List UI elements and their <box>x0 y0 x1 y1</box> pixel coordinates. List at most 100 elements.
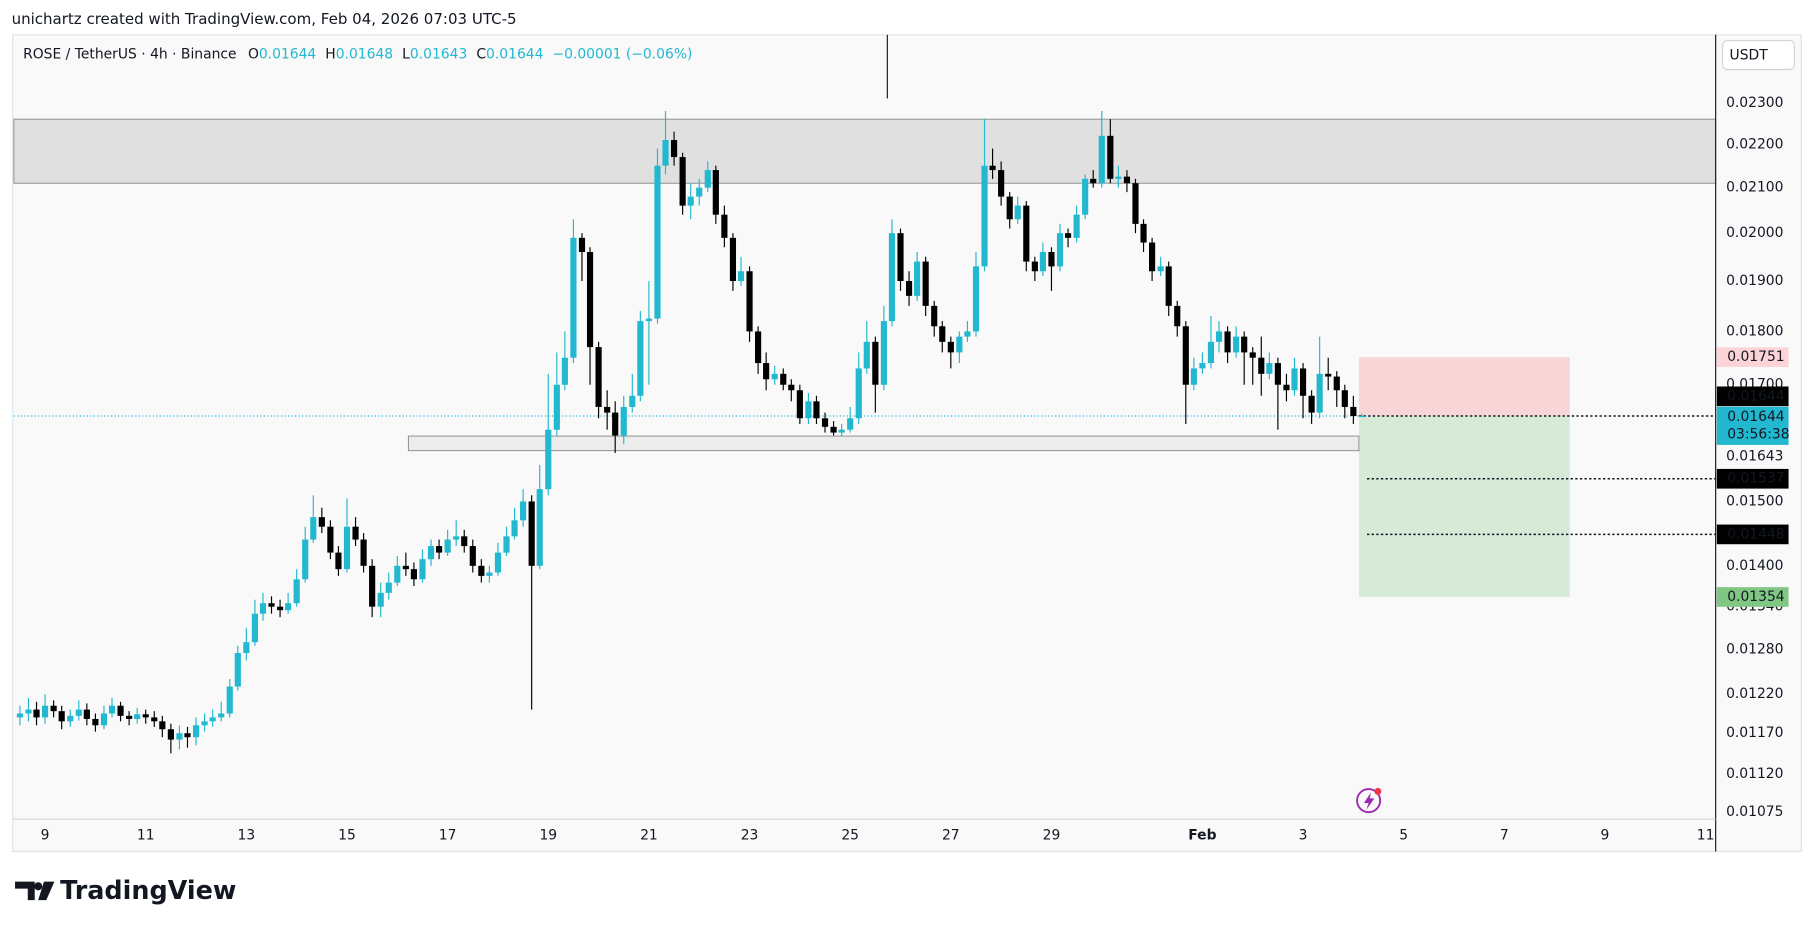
candle-body <box>1199 363 1206 369</box>
candle-body <box>888 233 896 322</box>
candle-body <box>1258 357 1265 374</box>
candle-body <box>947 341 954 353</box>
zone <box>13 118 1717 184</box>
candle-body <box>1107 135 1114 179</box>
candle-body <box>637 321 644 396</box>
candle-body <box>528 501 535 566</box>
legend-change: −0.00001 (−0.06%) <box>552 46 692 62</box>
candle-body <box>830 426 837 433</box>
legend-value: 0.01644 <box>486 46 544 62</box>
candle-body <box>922 261 929 306</box>
candle-body <box>536 489 543 566</box>
candle-body <box>972 266 980 332</box>
candle-body <box>520 501 527 521</box>
candle-body <box>327 526 334 553</box>
candle-body <box>905 281 913 296</box>
x-tick-label: 7 <box>1500 827 1509 843</box>
candle-body <box>176 733 183 740</box>
candle-body <box>1174 305 1181 327</box>
candle-body <box>712 170 719 215</box>
target-badge-label: 0.01537 <box>1727 471 1784 487</box>
candle-body <box>385 582 392 593</box>
candle-body <box>578 237 586 253</box>
last-price-label: 0.01644 <box>1727 409 1785 425</box>
candle-body <box>1249 352 1256 358</box>
candle-body <box>1341 390 1348 407</box>
alert-icon[interactable] <box>1356 787 1382 814</box>
y-tick-label: 0.02300 <box>1726 95 1783 111</box>
candle-body <box>662 140 669 166</box>
candle-body <box>1006 196 1013 220</box>
candle-body <box>134 714 141 719</box>
candle-body <box>159 721 166 730</box>
target-badge-label: 0.01354 <box>1727 589 1785 605</box>
candle-body <box>167 729 174 740</box>
candle-body <box>151 717 158 722</box>
y-tick-label: 0.02100 <box>1726 180 1783 196</box>
candle-body <box>872 341 879 385</box>
candle-body <box>1123 176 1131 184</box>
candle-body <box>67 715 74 722</box>
candle-body <box>629 395 636 407</box>
currency-label[interactable]: USDT <box>1730 48 1769 64</box>
legend-label: O <box>248 46 259 62</box>
candle-body <box>343 526 351 570</box>
candle-body <box>410 569 417 580</box>
candle-body <box>285 603 292 611</box>
candle-body <box>1090 178 1097 184</box>
candle-body <box>377 592 384 607</box>
candle-body <box>1048 252 1055 267</box>
candle-body <box>435 546 443 553</box>
y-tick-label: 0.01220 <box>1726 686 1783 702</box>
candle-body <box>1358 415 1366 418</box>
candle-body <box>863 341 870 369</box>
candle-body <box>234 653 241 687</box>
x-tick-label: Feb <box>1188 827 1216 843</box>
candle-body <box>1325 373 1332 377</box>
alert-dot[interactable] <box>1374 787 1382 795</box>
candle-body <box>503 536 510 553</box>
extra-price-label: 0.01643 <box>1726 448 1783 464</box>
candle-body <box>1333 376 1340 391</box>
candle-body <box>1039 252 1046 272</box>
candle-body <box>813 401 820 419</box>
x-tick-label: 21 <box>640 827 658 843</box>
y-tick-label: 0.01900 <box>1726 273 1783 289</box>
candle-body <box>1190 368 1197 385</box>
candle-body <box>981 165 988 267</box>
candle-body <box>16 713 24 718</box>
candle-body <box>1115 176 1122 179</box>
alert-circle[interactable] <box>1356 788 1382 814</box>
candle-body <box>218 713 225 718</box>
currency-button[interactable] <box>1722 40 1795 71</box>
candle-body <box>1316 373 1323 413</box>
candle-body <box>771 373 778 380</box>
x-tick-label: 3 <box>1299 827 1308 843</box>
candle-body <box>737 271 745 282</box>
target-badge <box>1716 524 1789 545</box>
target-badge-label: 0.01448 <box>1727 526 1784 542</box>
candle-body <box>1350 406 1357 416</box>
candle-body <box>335 552 342 570</box>
candle-body <box>1207 341 1215 364</box>
legend-label: L <box>402 46 410 62</box>
x-tick-label: 5 <box>1399 827 1408 843</box>
candle-body <box>704 170 711 188</box>
candle-body <box>243 642 250 654</box>
candle-body <box>989 165 996 171</box>
x-tick-label: 11 <box>1697 827 1715 843</box>
x-tick-label: 25 <box>841 827 859 843</box>
candle-body <box>746 271 753 332</box>
candle-body <box>117 705 124 716</box>
candle-body <box>545 429 552 490</box>
x-tick-label: 11 <box>137 827 155 843</box>
candle-body <box>310 517 317 540</box>
candle-body <box>998 170 1005 197</box>
alert-bolt[interactable] <box>1363 792 1375 810</box>
candle-body <box>755 331 762 364</box>
x-tick-label: 19 <box>539 827 557 843</box>
symbol: ROSE / TetherUS · 4h · Binance <box>23 46 236 62</box>
candle-body <box>302 539 309 580</box>
target-badge <box>1716 468 1789 489</box>
